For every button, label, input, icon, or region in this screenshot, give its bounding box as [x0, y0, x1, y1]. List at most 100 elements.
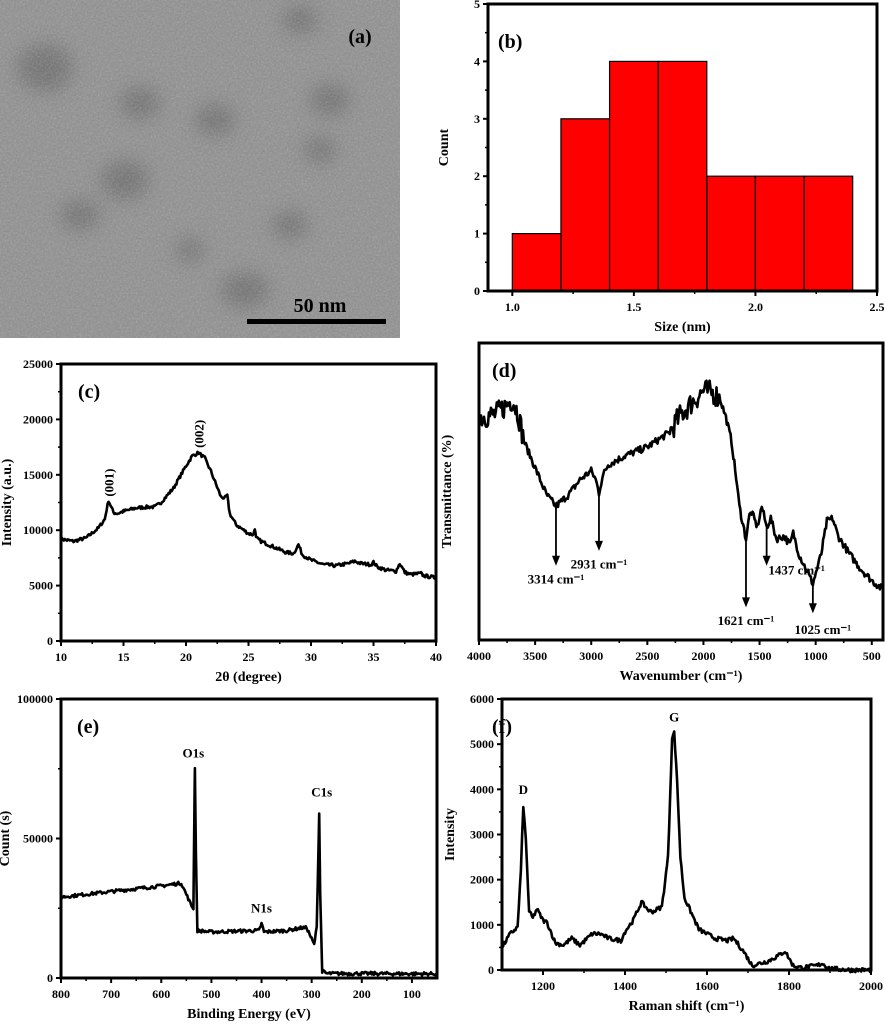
y-tick-label: 4000 [470, 782, 494, 796]
x-tick-label: 1800 [777, 979, 801, 993]
x-tick-label: 4000 [467, 649, 491, 663]
scale-bar-label: 50 nm [294, 295, 347, 317]
peak-arrow-label: 1621 cm⁻¹ [718, 613, 775, 628]
y-tick-label: 2000 [470, 873, 494, 887]
x-axis-label: Binding Energy (eV) [187, 1007, 311, 1022]
data-curve [501, 730, 873, 974]
x-tick-label: 1400 [613, 979, 637, 993]
peak-arrow-label: 2931 cm⁻¹ [571, 557, 628, 572]
histogram-bar [657, 60, 708, 292]
arrow-head [808, 603, 817, 614]
y-tick-label: 2 [474, 169, 480, 183]
histogram-bar [803, 175, 854, 292]
y-tick-label: 0 [47, 971, 53, 985]
histogram-bar [754, 175, 805, 292]
y-tick-label: 5000 [29, 579, 53, 593]
x-tick-label: 25 [243, 650, 255, 664]
histogram-bar [560, 118, 611, 292]
x-tick-label: 700 [102, 987, 120, 1001]
panel-label-c: (c) [78, 381, 100, 403]
chart-f [497, 697, 873, 975]
panel-label-f: (f) [492, 716, 512, 738]
x-tick-label: 400 [253, 987, 271, 1001]
peak-label: O1s [183, 746, 205, 761]
panel-label-b: (b) [498, 31, 522, 53]
plot-frame [477, 341, 885, 642]
chart-b [483, 2, 879, 296]
x-axis-label: 2θ (degree) [215, 670, 282, 685]
histogram-bar [608, 60, 659, 292]
data-curve [60, 766, 438, 977]
y-tick-label: 6000 [470, 692, 494, 706]
y-tick-label: 10000 [23, 523, 53, 537]
y-axis-label: Count (s) [0, 810, 13, 866]
arrow-head [762, 555, 771, 566]
panel-label-e: (e) [77, 716, 99, 738]
histogram-bar [706, 175, 757, 292]
x-tick-label: 2000 [859, 979, 883, 993]
y-tick-label: 50000 [23, 832, 53, 846]
x-tick-label: 1000 [804, 649, 828, 663]
y-axis-label: Intensity [443, 808, 458, 861]
y-tick-label: 0 [488, 963, 494, 977]
x-tick-label: 1200 [531, 979, 555, 993]
panel-label-d: (d) [492, 360, 516, 382]
y-tick-label: 4 [474, 54, 480, 68]
y-tick-label: 0 [47, 634, 53, 648]
x-tick-label: 2.0 [748, 300, 763, 314]
y-axis-label: Transmittance (%) [440, 434, 455, 548]
scale-bar [247, 319, 386, 324]
x-tick-label: 600 [152, 987, 170, 1001]
arrow-head [551, 555, 560, 566]
peak-label: G [669, 710, 679, 725]
y-tick-label: 1 [474, 227, 480, 241]
peak-label: (002) [192, 420, 207, 448]
x-tick-label: 10 [55, 650, 67, 664]
peak-arrow-label: 1025 cm⁻¹ [795, 622, 852, 637]
y-tick-label: 5000 [470, 737, 494, 751]
y-tick-label: 25000 [23, 357, 53, 371]
x-tick-label: 1600 [695, 979, 719, 993]
x-axis-label: Size (nm) [654, 320, 711, 335]
tem-micrograph: (a) 50 nm [0, 0, 400, 338]
x-tick-label: 3000 [579, 649, 603, 663]
x-tick-label: 2.5 [870, 300, 885, 314]
histogram-bar [511, 233, 562, 292]
x-tick-label: 500 [202, 987, 220, 1001]
x-tick-label: 2500 [635, 649, 659, 663]
x-axis-label: Wavenumber (cm⁻¹) [620, 669, 743, 684]
x-tick-label: 200 [353, 987, 371, 1001]
chart-e [56, 697, 439, 983]
data-curve [59, 450, 437, 581]
peak-arrow-label: 3314 cm⁻¹ [528, 572, 585, 587]
peak-label: (001) [102, 468, 117, 496]
x-tick-label: 15 [118, 650, 130, 664]
peak-label: C1s [311, 785, 332, 800]
x-tick-label: 30 [305, 650, 317, 664]
x-tick-label: 100 [403, 987, 421, 1001]
x-tick-label: 40 [430, 650, 442, 664]
data-curve [477, 379, 885, 591]
x-tick-label: 1500 [748, 649, 772, 663]
x-tick-label: 800 [52, 987, 70, 1001]
y-tick-label: 1000 [470, 918, 494, 932]
x-tick-label: 300 [303, 987, 321, 1001]
plot-frame [59, 362, 438, 643]
y-tick-label: 3000 [470, 828, 494, 842]
x-tick-label: 2000 [691, 649, 715, 663]
arrow-head [741, 597, 750, 608]
x-tick-label: 20 [180, 650, 192, 664]
peak-arrow-label: 1437 cm⁻¹ [768, 563, 825, 578]
peak-label: N1s [251, 900, 272, 915]
x-tick-label: 3500 [523, 649, 547, 663]
y-tick-label: 5 [474, 0, 480, 11]
x-tick-label: 35 [368, 650, 380, 664]
panel-label-a: (a) [348, 26, 371, 48]
x-tick-label: 1.5 [626, 300, 641, 314]
x-axis-label: Raman shift (cm⁻¹) [629, 999, 745, 1014]
y-axis-label: Intensity (a.u.) [0, 458, 15, 546]
y-tick-label: 3 [474, 112, 480, 126]
plot-frame [500, 697, 873, 972]
